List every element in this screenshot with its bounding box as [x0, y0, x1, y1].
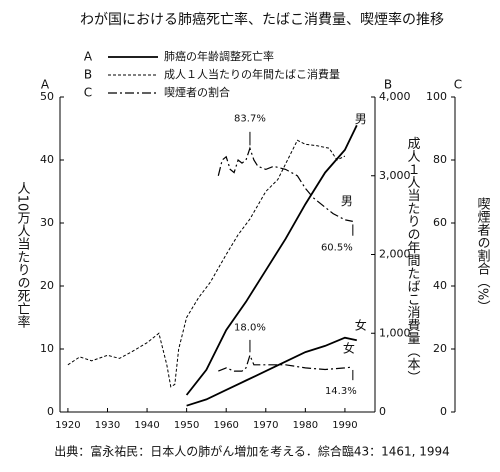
source: 出典：富永祐民：日本人の肺がん増加を考える．綜合臨43：1461, 1994 [54, 444, 450, 459]
y-tick-label: 0 [47, 405, 54, 418]
chart-title: わが国における肺癌死亡率、たばこ消費量、喫煙率の推移 [80, 11, 444, 28]
y-tick-label: 0 [440, 405, 447, 418]
legend-key: B [84, 68, 92, 82]
series-label: 男 [355, 112, 367, 126]
y-tick-label: 30 [40, 216, 54, 229]
axis-letter: B [384, 78, 392, 92]
y-tick-label: 1,000 [379, 326, 411, 339]
y-tick-label: 3,000 [379, 169, 411, 182]
y-tick-label: 40 [40, 153, 54, 166]
y-tick-label: 60 [433, 216, 447, 229]
x-tick-label: 1960 [213, 420, 238, 431]
axis-letter: A [41, 78, 50, 92]
series-line [218, 353, 353, 372]
y3-axis-label: 喫煙者の割合（%） [475, 197, 491, 313]
y-tick-label: 0 [379, 405, 386, 418]
y-tick-label: 10 [40, 342, 54, 355]
y-tick-label: 100 [426, 90, 447, 103]
axis-letter: C [454, 78, 462, 92]
y-tick-label: 2,000 [379, 248, 411, 261]
legend-key: A [84, 50, 93, 64]
x-tick-label: 1950 [174, 420, 199, 431]
y-tick-label: 4,000 [379, 90, 411, 103]
series-label: 男 [341, 194, 353, 208]
series-line [217, 146, 353, 222]
annotation: 83.7% [234, 113, 266, 124]
series-line [186, 336, 357, 407]
y-tick-label: 20 [433, 342, 447, 355]
x-tick-label: 1940 [134, 420, 159, 431]
x-tick-label: 1970 [253, 420, 278, 431]
annotation: 18.0% [234, 322, 266, 333]
annotation: 14.3% [325, 386, 357, 397]
series-label: 女 [343, 340, 355, 355]
annotation: 60.5% [321, 242, 353, 253]
x-tick-label: 1930 [95, 420, 120, 431]
series-line [185, 124, 358, 396]
legend-label: 肺癌の年齢調整死亡率 [164, 49, 274, 63]
x-tick-label: 1980 [293, 420, 318, 431]
x-tick-label: 1990 [332, 420, 357, 431]
legend-label: 喫煙者の割合 [164, 85, 230, 99]
y-tick-label: 20 [40, 279, 54, 292]
y-tick-label: 80 [433, 153, 447, 166]
y-tick-label: 40 [433, 279, 447, 292]
y-axis-label: 人10万人当たりの死亡率 [15, 182, 31, 329]
legend-label: 成人１人当たりの年間たばこ消費量 [164, 67, 340, 81]
y2-axis-label: 成人１人当たりの年間たばこ消費量（本） [405, 137, 421, 384]
y-tick-label: 50 [40, 90, 54, 103]
series-line [67, 139, 346, 388]
series-label: 女 [355, 318, 367, 333]
legend-key: C [84, 86, 92, 100]
x-tick-label: 1920 [55, 420, 80, 431]
